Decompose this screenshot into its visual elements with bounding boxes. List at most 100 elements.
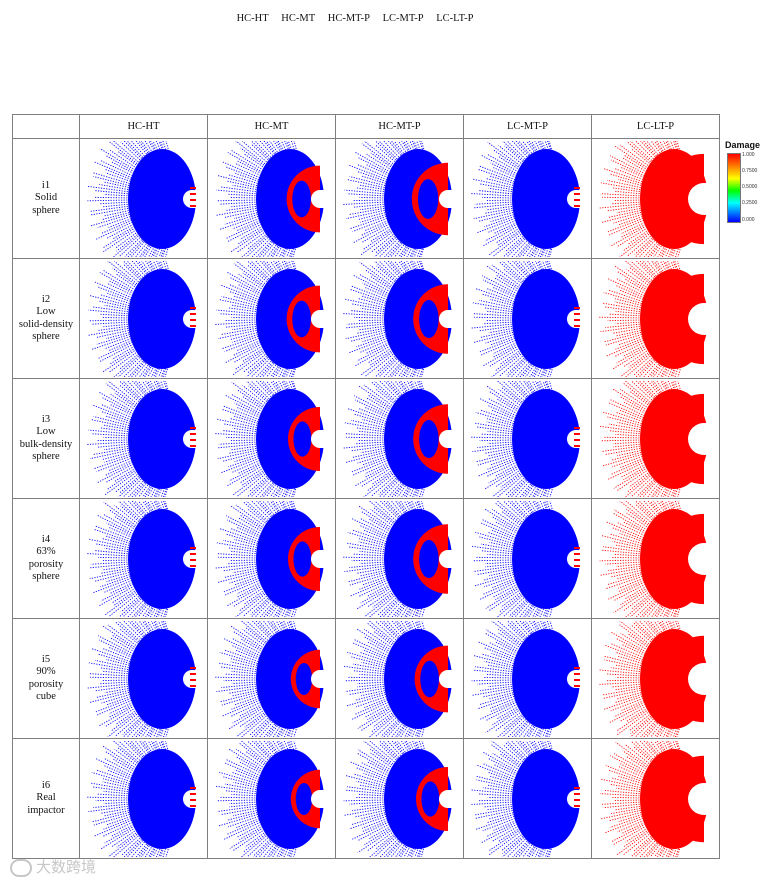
damage-fan-plot: [87, 620, 206, 737]
simulation-cell: [463, 258, 592, 379]
simulation-cell: [79, 738, 208, 859]
header-row: HC-HT HC-MT HC-MT-P LC-MT-P LC-LT-P: [12, 114, 720, 139]
simulation-cell: [335, 738, 464, 859]
column-header: HC-HT: [79, 114, 208, 139]
simulation-cell: [79, 258, 208, 379]
simulation-cell: [335, 258, 464, 379]
damage-fan-plot: [342, 500, 462, 617]
column-header: LC-MT-P: [463, 114, 592, 139]
damage-fan-plot: [599, 140, 718, 257]
simulation-cell: [335, 138, 464, 259]
damage-legend: Damage 1.000 0.7500 0.5000 0.2500 0.000: [722, 140, 768, 223]
top-label: HC-MT: [281, 13, 316, 24]
damage-fan-plot: [598, 620, 718, 737]
column-header: HC-MT: [207, 114, 336, 139]
damage-fan-plot: [470, 140, 590, 257]
row-header-line: sphere: [32, 451, 60, 462]
row-header-line: porosity: [28, 678, 64, 690]
simulation-cell: [335, 378, 464, 499]
damage-fan-plot: [471, 500, 590, 617]
simulation-cell: [591, 258, 720, 379]
row-header-line: sphere: [32, 204, 60, 216]
damage-fan-plot: [471, 620, 590, 737]
watermark-text: 大数跨境: [36, 858, 97, 876]
row-header-line: i3: [41, 413, 51, 425]
row-header-line: 90%: [36, 666, 56, 677]
simulation-cell: [463, 738, 592, 859]
row-header-line: Real: [36, 792, 56, 804]
simulation-cell: [79, 378, 208, 499]
damage-fan-plot: [599, 740, 718, 857]
row-header-line: i2: [41, 293, 51, 305]
corner-cell: [12, 114, 80, 139]
damage-fan-plot: [599, 380, 718, 497]
legend-colorbar: [727, 153, 741, 223]
grid-row-i3: i3 Low bulk-density sphere: [12, 378, 720, 499]
damage-fan-plot: [86, 140, 206, 257]
damage-fan-plot: [343, 740, 462, 857]
grid-row-i1: i1 Solid sphere: [12, 138, 720, 259]
damage-fan-plot: [214, 380, 334, 497]
simulation-cell: [79, 138, 208, 259]
row-header-line: i6: [41, 779, 51, 791]
legend-tick: 0.2500: [742, 200, 758, 206]
row-header-line: Low: [36, 306, 56, 317]
damage-fan-plot: [343, 620, 462, 737]
simulation-cell: [335, 498, 464, 619]
legend-tick: 0.000: [742, 217, 755, 223]
row-header: i3 Low bulk-density sphere: [12, 378, 80, 499]
legend-title: Damage: [725, 140, 761, 150]
row-header: i4 63% porosity sphere: [12, 498, 80, 619]
row-header: i6 Real impactor: [12, 738, 80, 859]
simulation-cell: [207, 258, 336, 379]
damage-fan-plot: [470, 380, 590, 497]
simulation-cell: [207, 138, 336, 259]
simulation-cell: [463, 138, 592, 259]
damage-fan-plot: [343, 380, 462, 497]
damage-fan-plot: [599, 500, 718, 617]
top-labels: HC-HT HC-MT HC-MT-P LC-MT-P LC-LT-P: [0, 13, 710, 24]
simulation-grid: HC-HT HC-MT HC-MT-P LC-MT-P LC-LT-P i1 So…: [12, 114, 720, 859]
damage-fan-plot: [342, 260, 462, 377]
row-header-line: bulk-density: [19, 438, 73, 450]
simulation-cell: [463, 498, 592, 619]
row-header-line: Solid: [34, 192, 58, 204]
simulation-cell: [591, 618, 720, 739]
simulation-cell: [207, 618, 336, 739]
top-label: LC-LT-P: [436, 13, 474, 24]
watermark-icon: [10, 858, 32, 877]
grid-row-i4: i4 63% porosity sphere: [12, 498, 720, 619]
simulation-cell: [207, 378, 336, 499]
damage-fan-plot: [598, 260, 718, 377]
row-header-line: impactor: [27, 804, 65, 816]
damage-fan-plot: [214, 260, 334, 377]
column-header: HC-MT-P: [335, 114, 464, 139]
top-label: HC-HT: [236, 13, 269, 24]
row-header-line: solid-density: [18, 318, 74, 330]
damage-fan-plot: [215, 140, 334, 257]
legend-tick: 0.7500: [742, 168, 758, 174]
row-header: i2 Low solid-density sphere: [12, 258, 80, 379]
watermark: 大数跨境: [10, 856, 96, 877]
row-header-line: i1: [41, 179, 51, 191]
simulation-cell: [591, 378, 720, 499]
simulation-cell: [79, 618, 208, 739]
simulation-cell: [207, 498, 336, 619]
simulation-cell: [591, 138, 720, 259]
grid-row-i6: i6 Real impactor: [12, 738, 720, 859]
row-header: i5 90% porosity cube: [12, 618, 80, 739]
damage-fan-plot: [471, 260, 590, 377]
simulation-cell: [79, 498, 208, 619]
damage-fan-plot: [342, 140, 462, 257]
simulation-cell: [591, 738, 720, 859]
row-header-line: i5: [41, 653, 51, 665]
top-label: HC-MT-P: [327, 13, 370, 24]
top-label: LC-MT-P: [382, 13, 424, 24]
row-header: i1 Solid sphere: [12, 138, 80, 259]
simulation-cell: [591, 498, 720, 619]
row-header-line: Low: [36, 426, 56, 437]
legend-tick: 0.5000: [742, 184, 758, 190]
damage-fan-plot: [86, 380, 206, 497]
simulation-cell: [463, 618, 592, 739]
damage-fan-plot: [214, 620, 334, 737]
